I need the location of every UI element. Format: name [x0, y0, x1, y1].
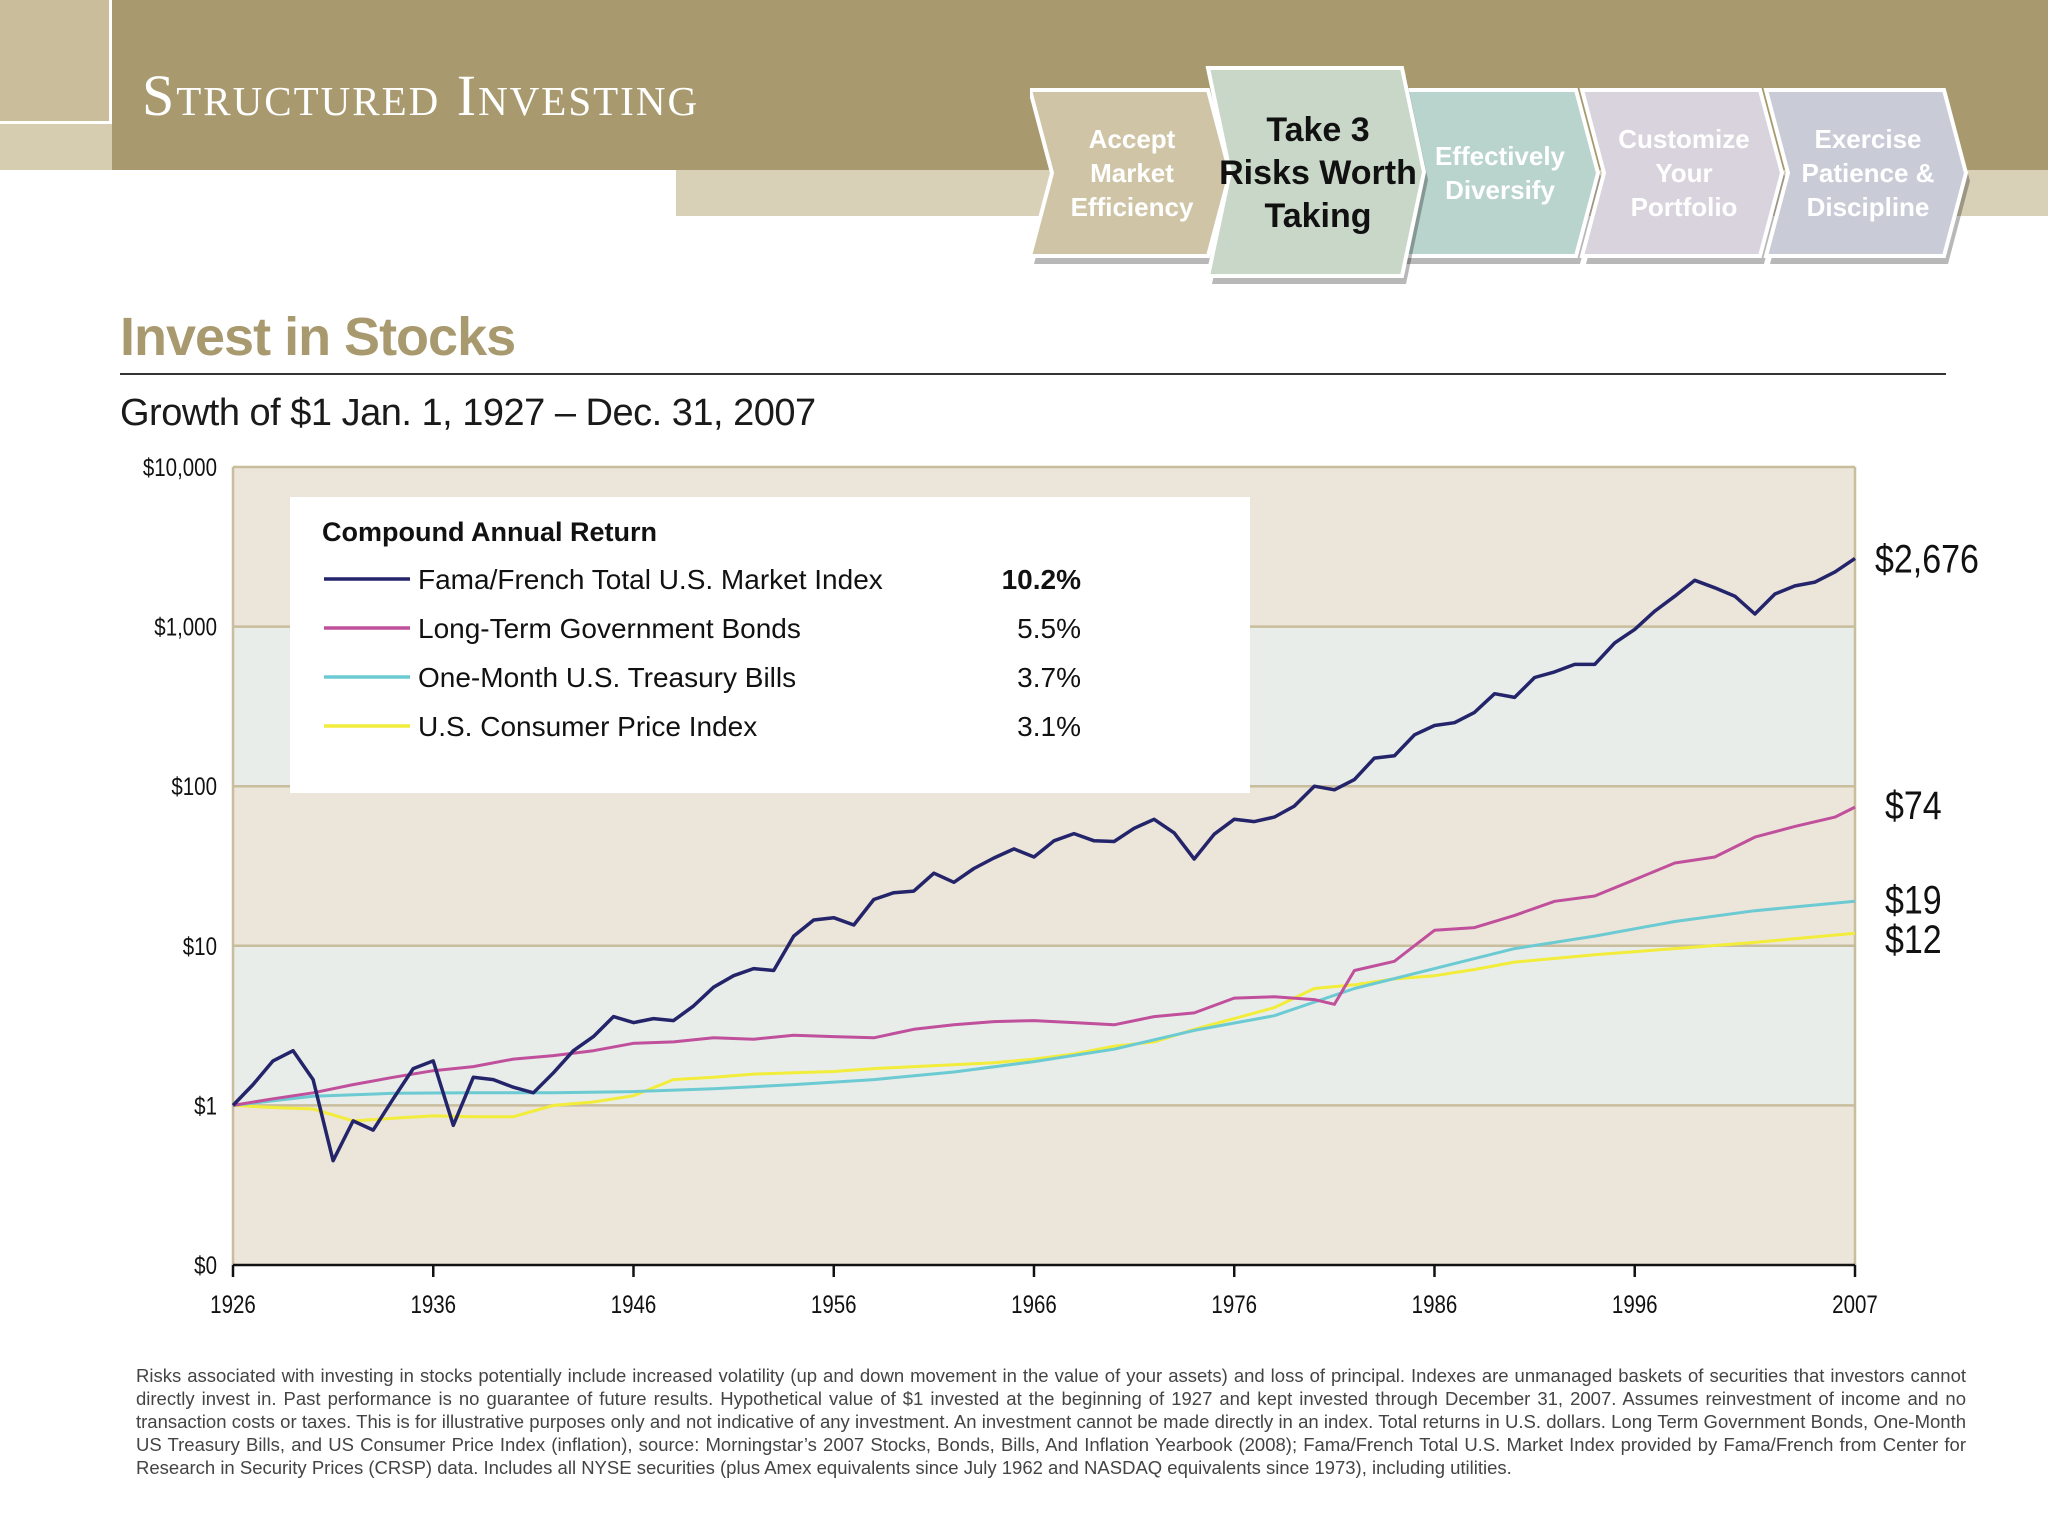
header-corner-inner — [0, 0, 112, 124]
x-tick-label: 1956 — [811, 1290, 857, 1315]
process-step-label: Exercise — [1815, 124, 1922, 154]
x-tick-label: 1996 — [1612, 1290, 1658, 1315]
plot-band — [233, 945, 1855, 1106]
y-tick-label: $10,000 — [143, 455, 217, 481]
y-tick-label: $100 — [171, 772, 217, 800]
process-step-chevron — [1395, 88, 1601, 258]
process-step-5: Exercise Patience & Discipline — [1763, 88, 1970, 264]
y-tick-label: $1 — [194, 1091, 217, 1119]
series-end-label: $2,676 — [1875, 536, 1979, 581]
process-step-4: Customize Your Portfolio — [1579, 88, 1786, 264]
disclaimer-text: Risks associated with investing in stock… — [136, 1365, 1966, 1478]
series-end-label: $74 — [1885, 782, 1942, 827]
process-step-label: Effectively — [1435, 141, 1566, 171]
process-step-1: Accept Market Efficiency — [1030, 88, 1234, 264]
series-end-label: $12 — [1885, 917, 1942, 962]
plot-band — [233, 786, 1855, 946]
process-step-label: Discipline — [1807, 192, 1930, 222]
process-step-chevron — [1030, 88, 1233, 258]
process-step-label: Customize — [1618, 124, 1749, 154]
process-step-label: Accept — [1089, 124, 1176, 154]
x-tick-label: 1946 — [611, 1290, 657, 1315]
process-step-label: Take 3 — [1266, 111, 1369, 149]
process-step-label: Patience & — [1802, 158, 1935, 188]
legend-series-return: 3.1% — [1017, 711, 1081, 742]
process-step-label: Taking — [1264, 197, 1371, 235]
legend-series-name: Long-Term Government Bonds — [418, 613, 801, 644]
growth-chart: $0 $1 $10 $100 $1,000 $10,000 1926 1936 1946 1956… — [143, 455, 1979, 1315]
chart-subtitle: Growth of $1 Jan. 1, 1927 – Dec. 31, 200… — [120, 392, 816, 434]
plot-band — [233, 1105, 1855, 1265]
legend-series-return: 5.5% — [1017, 613, 1081, 644]
x-tick-label: 1966 — [1011, 1290, 1057, 1315]
series-end-label: $19 — [1885, 877, 1942, 922]
process-step-label: Efficiency — [1071, 192, 1194, 222]
chart-legend: Compound Annual Return Fama/French Total … — [290, 497, 1250, 793]
legend-series-name: U.S. Consumer Price Index — [418, 711, 757, 742]
section-title: Invest in Stocks — [120, 307, 516, 367]
process-step-chevron — [1579, 88, 1785, 258]
legend-series-return: 3.7% — [1017, 662, 1081, 693]
process-step-label: Your — [1655, 158, 1712, 188]
process-step-label: Market — [1090, 158, 1174, 188]
header-corner-block — [0, 0, 112, 170]
process-step-chevron — [1763, 88, 1969, 258]
legend-title: Compound Annual Return — [322, 517, 657, 547]
y-tick-label: $10 — [183, 932, 217, 960]
x-tick-label: 1936 — [410, 1290, 456, 1315]
series-line-2 — [232, 805, 1856, 1107]
legend-series-return: 10.2% — [1002, 564, 1081, 595]
brand-title: Structured Investing — [142, 63, 700, 128]
series-line-3 — [232, 899, 1856, 1107]
series-line-4 — [232, 931, 1856, 1123]
process-step-3: Effectively Diversify — [1395, 88, 1602, 264]
process-step-label: Risks Worth — [1219, 154, 1417, 192]
series-line-1 — [231, 556, 1856, 1163]
legend-series-name: One-Month U.S. Treasury Bills — [418, 662, 796, 693]
legend-box — [290, 497, 1250, 793]
y-tick-label: $1,000 — [154, 613, 217, 641]
process-step-2: Take 3 Risks Worth Taking — [1205, 66, 1428, 284]
process-steps: Accept Market Efficiency Effectively Diversi… — [1030, 66, 1970, 284]
x-tick-label: 1986 — [1412, 1290, 1458, 1315]
x-tick-label: 1926 — [210, 1290, 256, 1315]
x-tick-label: 2007 — [1832, 1290, 1878, 1315]
process-step-label: Diversify — [1445, 175, 1555, 205]
x-tick-label: 1976 — [1211, 1290, 1257, 1315]
title-divider — [120, 373, 1946, 375]
y-tick-label: $0 — [194, 1251, 217, 1279]
process-step-chevron — [1205, 66, 1427, 278]
process-step-label: Portfolio — [1631, 192, 1738, 222]
legend-series-name: Fama/French Total U.S. Market Index — [418, 564, 883, 595]
